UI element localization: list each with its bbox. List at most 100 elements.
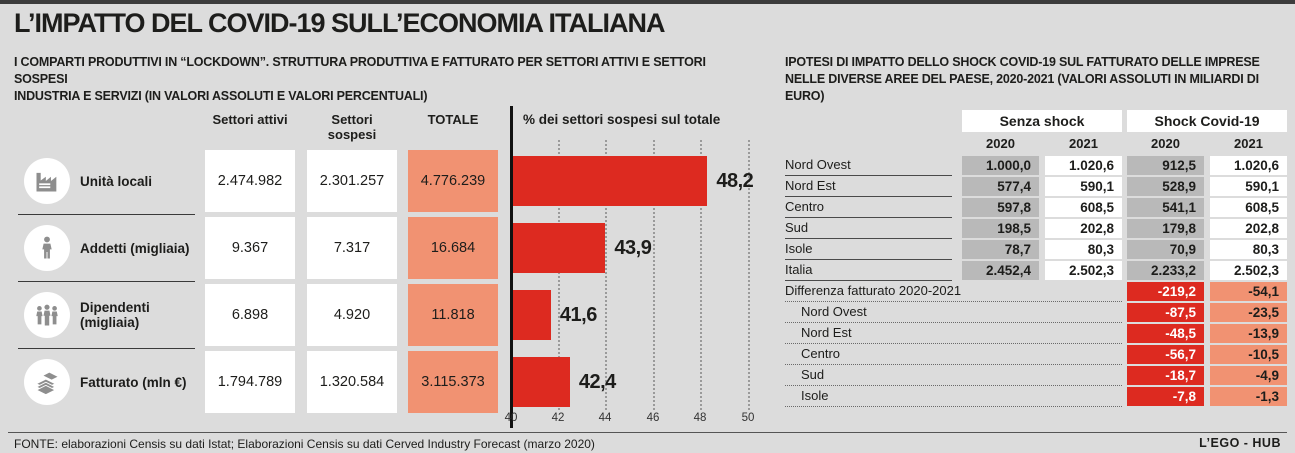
x-tick: 50 xyxy=(741,412,755,424)
bar xyxy=(513,223,606,273)
diff-header-row: Differenza fatturato 2020-2021 -219,2 -5… xyxy=(783,282,1287,303)
bar-fatturato: 42,4 xyxy=(513,357,616,407)
row-label: Dipendenti (migliaia) xyxy=(80,300,150,330)
value-shock-2020: 2.233,2 xyxy=(1127,261,1204,280)
diff-row-centro: Centro -56,7 -10,5 xyxy=(783,345,1287,366)
people-icon xyxy=(24,292,70,338)
x-tick: 46 xyxy=(646,412,660,424)
factory-icon xyxy=(24,158,70,204)
diff-row-label: Nord Ovest xyxy=(785,304,1122,323)
diff-row-label: Differenza fatturato 2020-2021 xyxy=(785,283,1122,302)
diff-2020: -219,2 xyxy=(1127,282,1204,301)
diff-row-nord-est: Nord Est -48,5 -13,9 xyxy=(783,324,1287,345)
right-subtitle-line2: NELLE DIVERSE AREE DEL PAESE, 2020-2021 … xyxy=(785,72,1259,103)
x-tick: 40 xyxy=(504,412,518,424)
banknotes-icon xyxy=(24,359,70,405)
value-senza-2020: 577,4 xyxy=(962,177,1039,196)
gridline xyxy=(558,140,560,410)
right-subtitle-line1: IPOTESI DI IMPATTO DELLO SHOCK COVID-19 … xyxy=(785,55,1260,69)
value-senza-2021: 202,8 xyxy=(1045,219,1122,238)
table-row-addetti: Addetti (migliaia) 9.367 7.317 16.684 xyxy=(14,217,504,279)
value-senza-2020: 198,5 xyxy=(962,219,1039,238)
region-row-centro: Centro 597,8 608,5 541,1 608,5 xyxy=(783,198,1287,219)
diff-2020: -7,8 xyxy=(1127,387,1204,406)
diff-row-nord-ovest: Nord Ovest -87,5 -23,5 xyxy=(783,303,1287,324)
value-shock-2021: 590,1 xyxy=(1210,177,1287,196)
page-title: L’IMPATTO DEL COVID-19 SULL’ECONOMIA ITA… xyxy=(14,8,666,38)
diff-row-label: Sud xyxy=(785,367,1122,386)
value-shock-2020: 912,5 xyxy=(1127,156,1204,175)
value-senza-2021: 590,1 xyxy=(1045,177,1122,196)
value-cell-attivi: 6.898 xyxy=(205,284,295,346)
gridline xyxy=(653,140,655,410)
worker-icon xyxy=(24,225,70,271)
diff-2020: -87,5 xyxy=(1127,303,1204,322)
value-senza-2021: 2.502,3 xyxy=(1045,261,1122,280)
value-cell-totale: 11.818 xyxy=(408,284,498,346)
left-subtitle: I COMPARTI PRODUTTIVI IN “LOCKDOWN”. STR… xyxy=(14,54,734,105)
value-cell-sospesi: 1.320.584 xyxy=(307,351,397,413)
left-subtitle-line2: INDUSTRIA E SERVIZI (IN VALORI ASSOLUTI … xyxy=(14,89,428,103)
value-shock-2021: 202,8 xyxy=(1210,219,1287,238)
column-header-settori-attivi: Settori attivi xyxy=(212,112,288,127)
region-label: Sud xyxy=(785,220,952,239)
region-row-nord-est: Nord Est 577,4 590,1 528,9 590,1 xyxy=(783,177,1287,198)
region-row-sud: Sud 198,5 202,8 179,8 202,8 xyxy=(783,219,1287,240)
table-row-unita-locali: Unità locali 2.474.982 2.301.257 4.776.2… xyxy=(14,150,504,212)
value-shock-2020: 541,1 xyxy=(1127,198,1204,217)
row-divider xyxy=(18,281,195,282)
group-header-shock-covid: Shock Covid-19 xyxy=(1127,110,1287,132)
gridline xyxy=(748,140,750,410)
value-senza-2021: 1.020,6 xyxy=(1045,156,1122,175)
bar-value-label: 48,2 xyxy=(716,169,754,192)
diff-2020: -48,5 xyxy=(1127,324,1204,343)
region-label: Nord Est xyxy=(785,178,952,197)
row-label: Fatturato (mln €) xyxy=(80,374,187,390)
value-senza-2020: 597,8 xyxy=(962,198,1039,217)
diff-2021: -13,9 xyxy=(1210,324,1287,343)
footer-divider xyxy=(8,432,1287,433)
value-senza-2020: 78,7 xyxy=(962,240,1039,259)
value-cell-sospesi: 2.301.257 xyxy=(307,150,397,212)
right-subtitle: IPOTESI DI IMPATTO DELLO SHOCK COVID-19 … xyxy=(785,54,1290,105)
bar-dipendenti: 41,6 xyxy=(513,290,597,340)
diff-2021: -4,9 xyxy=(1210,366,1287,385)
value-cell-totale: 4.776.239 xyxy=(408,150,498,212)
brand-logo: L’EGO - HUB xyxy=(1199,436,1281,450)
chart-y-axis xyxy=(510,106,513,428)
year-header: 2020 xyxy=(986,136,1015,151)
column-header-settori-sospesi: Settori sospesi xyxy=(327,112,377,142)
diff-2021: -23,5 xyxy=(1210,303,1287,322)
region-label: Italia xyxy=(785,262,952,281)
value-shock-2021: 80,3 xyxy=(1210,240,1287,259)
row-label: Unità locali xyxy=(80,173,153,189)
row-divider xyxy=(18,214,195,215)
diff-2021: -1,3 xyxy=(1210,387,1287,406)
diff-2020: -56,7 xyxy=(1127,345,1204,364)
bar-value-label: 41,6 xyxy=(559,303,597,326)
table-row-fatturato: Fatturato (mln €) 1.794.789 1.320.584 3.… xyxy=(14,351,504,413)
left-subtitle-line1: I COMPARTI PRODUTTIVI IN “LOCKDOWN”. STR… xyxy=(14,55,706,86)
value-cell-sospesi: 4.920 xyxy=(307,284,397,346)
diff-2021: -54,1 xyxy=(1210,282,1287,301)
value-cell-totale: 16.684 xyxy=(408,217,498,279)
source-note: FONTE: elaborazioni Censis su dati Istat… xyxy=(14,437,595,451)
diff-2020: -18,7 xyxy=(1127,366,1204,385)
diff-row-label: Centro xyxy=(785,346,1122,365)
diff-row-isole: Isole -7,8 -1,3 xyxy=(783,387,1287,408)
region-row-isole: Isole 78,7 80,3 70,9 80,3 xyxy=(783,240,1287,261)
value-cell-sospesi: 7.317 xyxy=(307,217,397,279)
diff-2021: -10,5 xyxy=(1210,345,1287,364)
chart-title: % dei settori sospesi sul totale xyxy=(523,112,721,127)
value-cell-attivi: 2.474.982 xyxy=(205,150,295,212)
x-tick: 44 xyxy=(598,412,612,424)
value-shock-2021: 1.020,6 xyxy=(1210,156,1287,175)
region-label: Centro xyxy=(785,199,952,218)
value-cell-totale: 3.115.373 xyxy=(408,351,498,413)
region-row-italia: Italia 2.452,4 2.502,3 2.233,2 2.502,3 xyxy=(783,261,1287,282)
x-tick: 42 xyxy=(551,412,565,424)
gridline xyxy=(700,140,702,410)
region-label: Nord Ovest xyxy=(785,157,952,176)
x-tick: 48 xyxy=(693,412,707,424)
